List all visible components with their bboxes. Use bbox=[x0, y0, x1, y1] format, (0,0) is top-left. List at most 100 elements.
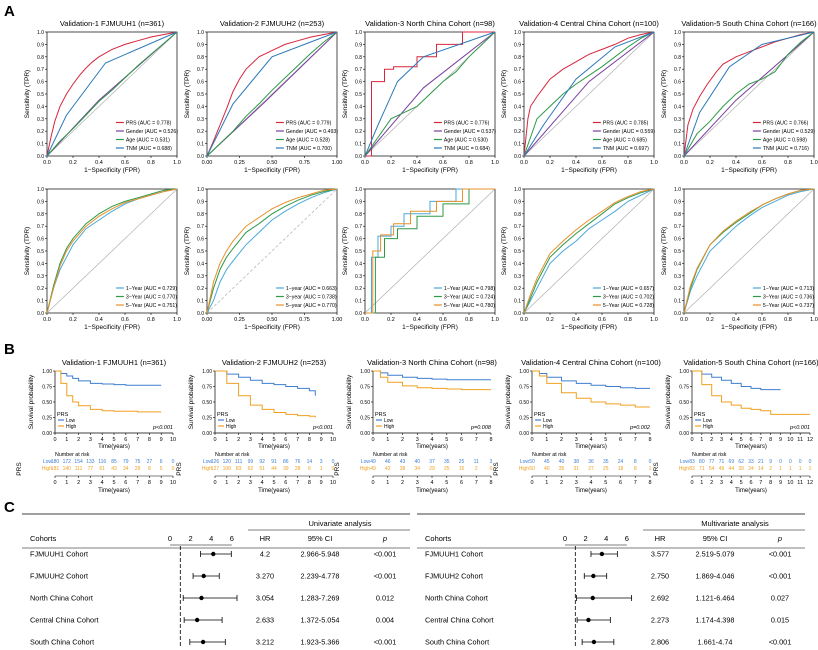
chart-title: Validation-5 South China Cohort (n=166) bbox=[681, 19, 817, 28]
risk-x-tick-label: 11 bbox=[797, 480, 803, 486]
y-tick-label: 0.50 bbox=[42, 400, 52, 406]
y-tick-label: 0.8 bbox=[514, 212, 521, 218]
roc-curve-2 bbox=[523, 31, 655, 157]
x-axis-label: Time(years) bbox=[735, 444, 767, 450]
p-value: p<0.001 bbox=[152, 425, 173, 431]
x-tick-label: 1.00 bbox=[332, 317, 343, 323]
x-tick-label: 0.8 bbox=[465, 160, 473, 166]
risk-value: 0 bbox=[799, 459, 802, 465]
legend-title: PRS bbox=[57, 412, 69, 418]
hr-point bbox=[199, 595, 204, 601]
risk-value: 43 bbox=[111, 466, 117, 472]
y-tick-label: 0.2 bbox=[355, 286, 362, 292]
x-tick-label: 6 bbox=[619, 437, 622, 443]
y-tick-label: 0.5 bbox=[197, 249, 204, 255]
x-tick-label: 3 bbox=[720, 437, 723, 443]
x-axis-label: Time(years) bbox=[98, 444, 130, 450]
y-tick-label: 0.25 bbox=[519, 416, 529, 422]
risk-table-title: Number at risk bbox=[373, 452, 408, 458]
y-tick-label: 0.9 bbox=[197, 42, 204, 48]
x-tick-label: 9 bbox=[779, 437, 782, 443]
hr-point bbox=[586, 617, 591, 623]
legend-label: 1−Year (AUC = 0.729) bbox=[126, 286, 177, 292]
risk-value: 1 bbox=[779, 466, 782, 472]
risk-table-title: Number at risk bbox=[532, 452, 567, 458]
chart-title: Validation-3 North China Cohort (n=98) bbox=[367, 358, 497, 367]
forest-axis-tick: 6 bbox=[230, 534, 234, 543]
legend-label: 5−Year (AUC = 0.737) bbox=[763, 303, 814, 309]
y-tick-label: 0.7 bbox=[37, 224, 44, 230]
risk-value: 83 bbox=[689, 459, 695, 465]
y-tick-label: 0.9 bbox=[197, 199, 204, 205]
risk-x-tick-label: 7 bbox=[634, 480, 637, 486]
y-tick-label: 0.9 bbox=[355, 42, 362, 48]
y-tick-label: 0.1 bbox=[197, 142, 204, 148]
risk-x-tick-label: 7 bbox=[759, 480, 762, 486]
y-tick-label: 0.5 bbox=[674, 92, 681, 98]
survival-curve-low bbox=[692, 370, 781, 391]
risk-value: 1 bbox=[809, 466, 812, 472]
x-tick-label: 0.0 bbox=[361, 317, 369, 323]
y-tick-label: 1.0 bbox=[514, 187, 521, 193]
y-tick-label: 0.4 bbox=[514, 104, 521, 110]
legend-label: Gender (AUC = 0.559) bbox=[603, 129, 655, 135]
risk-x-tick-label: 4 bbox=[589, 480, 592, 486]
x-tick-label: 0 bbox=[690, 437, 693, 443]
y-tick-label: 1.0 bbox=[197, 30, 204, 36]
legend-label: PRS (AUC = 0.766) bbox=[763, 121, 809, 127]
y-tick-label: 0.6 bbox=[197, 237, 204, 243]
y-tick-label: 0.50 bbox=[202, 400, 212, 406]
y-tick-label: 0.00 bbox=[360, 431, 370, 437]
risk-value: 0 bbox=[649, 459, 652, 465]
roc-curve-0 bbox=[523, 31, 655, 157]
x-axis-label: 1−Specificity (FPR) bbox=[244, 324, 300, 331]
risk-value: 99 bbox=[248, 459, 254, 465]
x-tick-label: 1 bbox=[700, 437, 703, 443]
x-tick-label: 0.6 bbox=[121, 160, 129, 166]
y-tick-label: 0.0 bbox=[355, 154, 362, 160]
roc-curve-0 bbox=[206, 31, 338, 157]
y-tick-label: 0.6 bbox=[514, 237, 521, 243]
risk-x-tick-label: 8 bbox=[489, 480, 492, 486]
header-hr: HR bbox=[655, 534, 666, 543]
x-tick-label: 1.0 bbox=[650, 160, 658, 166]
y-tick-label: 0.5 bbox=[197, 92, 204, 98]
x-tick-label: 0.8 bbox=[147, 317, 155, 323]
chart-title: Validation-1 FJMUUH1 (n=361) bbox=[62, 358, 167, 367]
x-tick-label: 0.8 bbox=[624, 160, 632, 166]
hr-value: 2.806 bbox=[651, 638, 669, 647]
risk-value: 3 bbox=[320, 459, 323, 465]
risk-value: 172 bbox=[63, 459, 72, 465]
x-tick-label: 0.4 bbox=[732, 160, 740, 166]
x-tick-label: 3 bbox=[416, 437, 419, 443]
ci-value: 2.519-5.079 bbox=[696, 550, 735, 559]
risk-row-name: Low bbox=[680, 459, 690, 465]
risk-value: 181 bbox=[51, 466, 60, 472]
x-tick-label: 1 bbox=[386, 437, 389, 443]
roc-curve-3 bbox=[206, 31, 338, 157]
risk-x-tick-label: 7 bbox=[296, 480, 299, 486]
risk-table-title: Number at risk bbox=[215, 452, 250, 458]
x-axis-label: 1−Specificity (FPR) bbox=[721, 167, 777, 174]
legend-label: TNM (AUC = 0.697) bbox=[603, 146, 649, 152]
risk-value: 116 bbox=[98, 459, 106, 465]
y-tick-label: 0.3 bbox=[37, 274, 44, 280]
reference-diagonal bbox=[523, 188, 655, 314]
risk-value: 9 bbox=[769, 459, 772, 465]
x-tick-label: 0.0 bbox=[520, 160, 528, 166]
y-tick-label: 0.8 bbox=[37, 212, 44, 218]
x-tick-label: 0.0 bbox=[680, 160, 688, 166]
risk-value: 25 bbox=[459, 459, 465, 465]
x-axis-label: 1−Specificity (FPR) bbox=[244, 167, 300, 174]
reference-diagonal bbox=[46, 31, 178, 157]
x-tick-label: 1.0 bbox=[810, 317, 818, 323]
legend-label: 3−Year (AUC = 0.702) bbox=[603, 295, 654, 301]
y-axis-label: Sensitivity (TPR) bbox=[24, 70, 31, 118]
y-tick-label: 0.9 bbox=[37, 199, 44, 205]
risk-value: 38 bbox=[400, 466, 406, 472]
y-tick-label: 0.25 bbox=[679, 416, 689, 422]
legend-label: High bbox=[703, 424, 714, 430]
ci-value: 1.121-6.464 bbox=[696, 594, 735, 603]
legend-label: High bbox=[226, 424, 237, 430]
y-axis-label: Sensitivity (TPR) bbox=[661, 70, 668, 118]
